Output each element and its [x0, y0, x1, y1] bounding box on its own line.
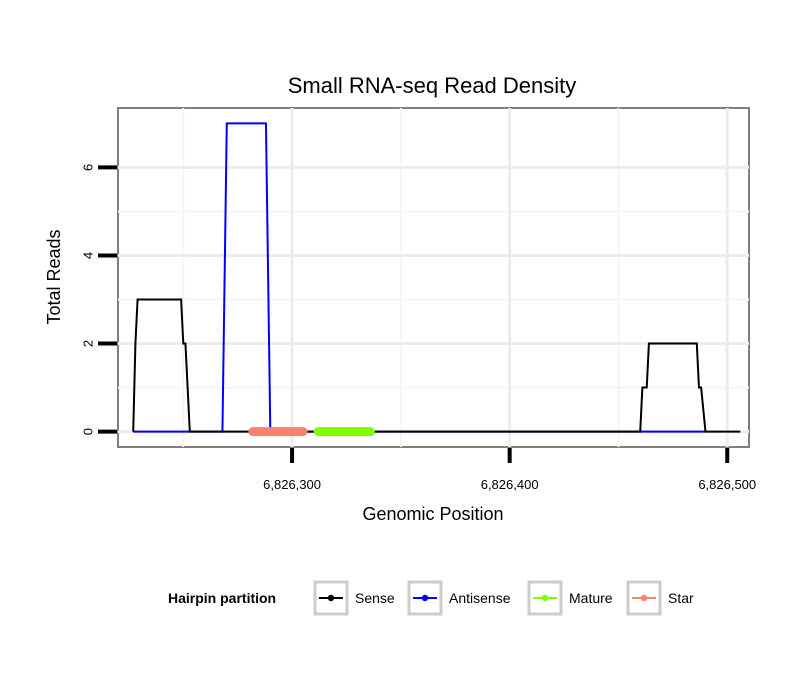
axes: 6,826,300 6,826,400 6,826,500 0 2 4 6 — [81, 164, 757, 492]
series-layer — [132, 122, 741, 437]
legend-point-star — [640, 594, 648, 602]
legend-title: Hairpin partition — [168, 590, 276, 606]
y-tick-label: 6 — [81, 164, 96, 171]
legend-label-antisense: Antisense — [449, 590, 511, 606]
y-axis-title: Total Reads — [44, 229, 64, 324]
x-tick-label: 6,826,500 — [698, 477, 756, 492]
legend-label-sense: Sense — [355, 590, 395, 606]
x-tick-label: 6,826,300 — [263, 477, 321, 492]
x-axis-title: Genomic Position — [362, 504, 503, 524]
legend-label-star: Star — [668, 590, 694, 606]
y-tick-label: 0 — [81, 428, 96, 435]
legend-label-mature: Mature — [569, 590, 613, 606]
x-tick-label: 6,826,400 — [481, 477, 539, 492]
series-sense-line — [132, 298, 741, 433]
y-tick-label: 2 — [81, 340, 96, 347]
legend-point-mature — [541, 594, 549, 602]
legend-point-sense — [327, 594, 335, 602]
legend-point-antisense — [421, 594, 429, 602]
chart-title: Small RNA-seq Read Density — [288, 73, 577, 98]
y-tick-label: 4 — [81, 252, 96, 259]
legend: Hairpin partition Sense Antisense Mature St… — [168, 580, 694, 616]
plot-panel — [117, 107, 750, 448]
